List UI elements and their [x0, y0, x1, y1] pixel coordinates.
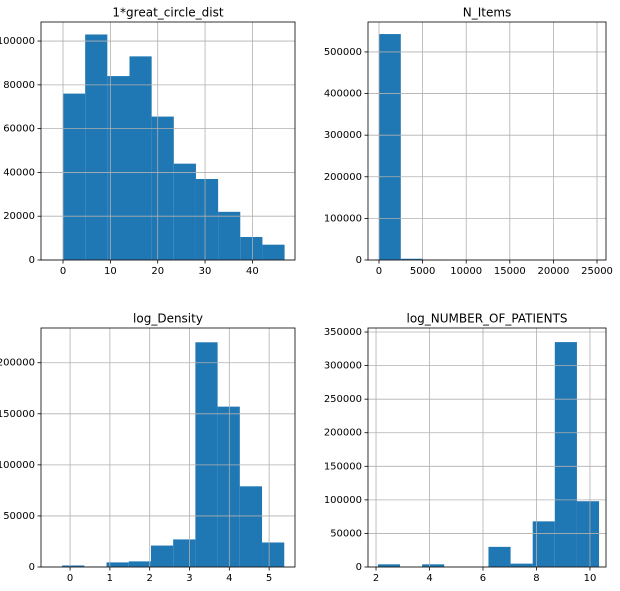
- x-tick-label: 5000: [410, 266, 435, 277]
- bar: [218, 211, 241, 260]
- x-tick-label: 25000: [581, 266, 613, 277]
- x-tick-label: 4: [226, 573, 232, 584]
- y-tick-label: 0: [29, 255, 35, 266]
- bar: [150, 545, 174, 567]
- bar: [239, 486, 263, 567]
- y-tick-label: 20000: [3, 211, 35, 222]
- bar: [128, 561, 151, 567]
- x-tick-label: 3: [186, 573, 192, 584]
- bar: [488, 546, 511, 567]
- y-tick-label: 0: [29, 562, 35, 573]
- x-tick-label: 5: [266, 573, 272, 584]
- axes-frame: [40, 327, 296, 568]
- y-tick-label: 100000: [0, 36, 35, 47]
- bar: [173, 163, 196, 260]
- y-tick-label: 60000: [3, 124, 35, 135]
- y-tick-label: 200000: [324, 428, 362, 439]
- y-tick-label: 100000: [324, 495, 362, 506]
- x-tick-label: 30: [199, 266, 212, 277]
- y-tick-label: 400000: [324, 89, 362, 100]
- x-tick-label: 2: [146, 573, 152, 584]
- x-tick-label: 2: [373, 573, 379, 584]
- x-tick-label: 10000: [450, 266, 482, 277]
- x-tick-label: 8: [533, 573, 539, 584]
- chart-title: log_NUMBER_OF_PATIENTS: [406, 312, 567, 326]
- y-tick-label: 80000: [3, 80, 35, 91]
- bar: [151, 116, 174, 260]
- x-tick-label: 1: [107, 573, 113, 584]
- chart-title: N_Items: [463, 6, 512, 20]
- x-tick-label: 20: [151, 266, 164, 277]
- x-tick-label: 0: [376, 266, 382, 277]
- bar: [107, 76, 130, 260]
- bar: [85, 34, 108, 260]
- bar: [173, 539, 196, 567]
- bar: [195, 342, 218, 567]
- y-tick-label: 40000: [3, 167, 35, 178]
- y-tick-label: 200000: [0, 358, 35, 369]
- axes-frame: [40, 21, 296, 261]
- bar: [377, 564, 401, 567]
- bar: [378, 34, 401, 260]
- chart-title: 1*great_circle_dist: [112, 6, 223, 20]
- bar: [554, 342, 577, 567]
- bar: [262, 244, 285, 260]
- y-tick-label: 100000: [0, 460, 35, 471]
- y-tick-label: 500000: [324, 47, 362, 58]
- y-tick-label: 300000: [324, 130, 362, 141]
- x-tick-label: 0: [60, 266, 66, 277]
- y-tick-label: 0: [356, 255, 362, 266]
- x-tick-label: 6: [480, 573, 486, 584]
- x-tick-label: 10: [584, 573, 597, 584]
- y-tick-label: 100000: [324, 213, 362, 224]
- y-tick-label: 350000: [324, 327, 362, 338]
- x-tick-label: 0: [67, 573, 73, 584]
- x-tick-label: 40: [246, 266, 259, 277]
- y-tick-label: 150000: [0, 409, 35, 420]
- y-tick-label: 300000: [324, 361, 362, 372]
- bar: [63, 93, 86, 261]
- y-tick-label: 150000: [324, 461, 362, 472]
- x-tick-label: 10: [104, 266, 117, 277]
- y-tick-label: 0: [356, 562, 362, 573]
- bar: [422, 564, 445, 567]
- bar: [532, 521, 555, 567]
- y-tick-label: 50000: [330, 528, 362, 539]
- y-tick-label: 200000: [324, 172, 362, 183]
- bar: [510, 563, 533, 567]
- bar: [400, 258, 423, 260]
- axes-frame: [367, 327, 607, 568]
- axes-frame: [367, 21, 607, 261]
- bar: [576, 501, 600, 567]
- bar: [106, 562, 129, 567]
- x-tick-label: 15000: [494, 266, 526, 277]
- chart-title: log_Density: [133, 312, 203, 326]
- bar: [262, 542, 285, 567]
- x-tick-label: 4: [426, 573, 432, 584]
- bar: [129, 56, 152, 261]
- x-tick-label: 20000: [538, 266, 570, 277]
- y-tick-label: 250000: [324, 394, 362, 405]
- y-tick-label: 50000: [3, 511, 35, 522]
- bar: [62, 565, 85, 567]
- bar: [217, 406, 240, 567]
- bar: [195, 178, 219, 260]
- bar: [240, 237, 263, 260]
